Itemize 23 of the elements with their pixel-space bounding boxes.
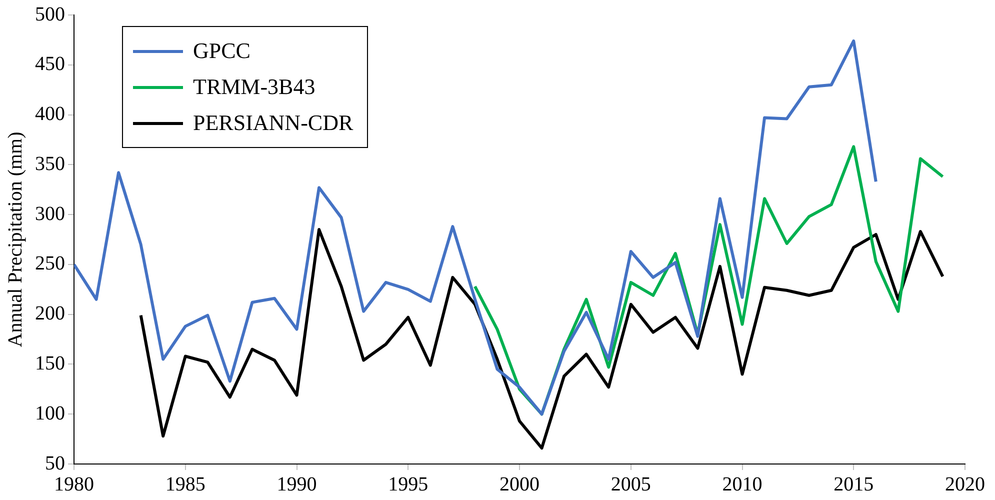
x-tick-label: 2015: [834, 473, 874, 496]
legend-label: TRMM-3B43: [193, 74, 316, 100]
x-tick-label: 1995: [388, 473, 428, 496]
y-tick-label: 350: [35, 152, 65, 175]
y-tick-label: 50: [45, 452, 65, 474]
y-tick-label: 450: [35, 53, 65, 76]
y-tick-label: 250: [35, 252, 65, 275]
y-tick-label: 400: [35, 103, 65, 126]
legend-label: PERSIANN-CDR: [193, 110, 354, 136]
y-tick-label: 200: [35, 302, 65, 325]
x-tick-label: 1980: [54, 473, 94, 496]
y-tick-label: 150: [35, 352, 65, 374]
x-tick-label: 2000: [500, 473, 540, 496]
y-tick-label: 100: [35, 402, 65, 424]
y-tick-label: 500: [35, 3, 65, 26]
y-tick-label: 300: [35, 202, 65, 225]
x-tick-label: 2005: [610, 473, 651, 496]
x-tick-label: 1990: [276, 473, 317, 496]
x-tick-label: 2020: [945, 473, 985, 496]
legend-label: GPCC: [193, 38, 250, 64]
x-tick-label: 2010: [722, 473, 762, 496]
y-axis-title: Annual Precipitation (mm): [4, 132, 26, 348]
x-tick-label: 1985: [165, 473, 206, 496]
